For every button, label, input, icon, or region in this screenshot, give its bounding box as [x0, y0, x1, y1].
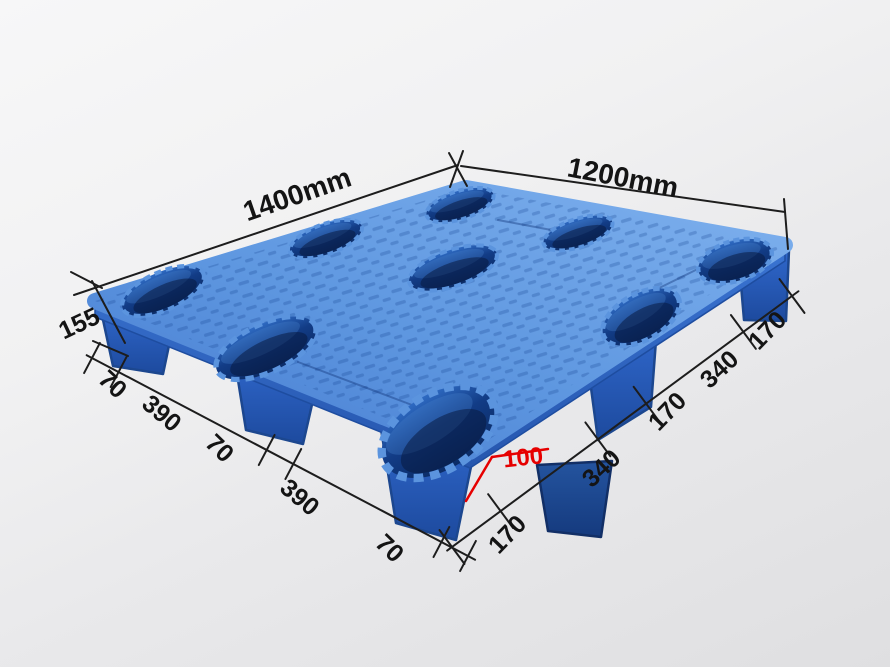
pallet-holes [119, 185, 775, 483]
witness-155-top [70, 271, 103, 289]
chain-right-1200-side-tick [438, 529, 466, 565]
dimension-label: 170 [483, 510, 532, 559]
chain-left-1400-side-tick [459, 539, 477, 573]
chain-right-1200-side [446, 290, 800, 552]
dimension-label: 1400mm [239, 161, 355, 227]
chain-right-1200-side-tick [487, 493, 515, 530]
hole-scalloped-rim [600, 285, 682, 349]
chain-left-1400-side-tick [257, 433, 276, 467]
pallet-deck-texture [95, 188, 785, 452]
chain-left-1400-side-tick [109, 355, 128, 389]
pallet-hole [695, 236, 775, 286]
witness-top-a [448, 152, 468, 187]
red-leader-line [490, 447, 550, 459]
hole-shadow [230, 332, 308, 377]
dimension-label: 390 [137, 389, 187, 437]
pallet-hole [287, 217, 365, 261]
foot-center [535, 459, 614, 539]
dim-line-1200 [460, 165, 786, 213]
chain-right-1200-side-tick [778, 278, 806, 314]
pallet-hole [377, 381, 499, 483]
hole-shadow [435, 197, 488, 221]
hole-shadow [400, 408, 487, 474]
dimension-label: 100 [502, 442, 545, 473]
hole-scalloped-rim [377, 381, 499, 483]
dim-line-1400 [73, 164, 459, 296]
pallet-hole [600, 285, 682, 349]
hole-scalloped-rim [424, 185, 496, 225]
chain-left-1400-side-tick [83, 341, 101, 375]
dimension-label: 1200mm [565, 151, 681, 203]
dim-line-155 [91, 280, 126, 344]
chain-right-1200-side-tick [584, 421, 612, 458]
chain-right-1200-side-tick [632, 385, 660, 422]
chain-right-1200-side-tick [729, 313, 757, 350]
hole-scalloped-rim [287, 217, 365, 261]
dimension-label: 70 [200, 429, 239, 468]
hole-scalloped-rim [695, 236, 775, 286]
hole-shadow [420, 257, 489, 289]
pallet-hole [541, 213, 615, 253]
hole-shadow [133, 278, 197, 314]
hole-shadow [708, 251, 766, 281]
pallet-hole [119, 263, 207, 319]
red-leader-line [464, 455, 494, 503]
hole-shadow [614, 302, 674, 343]
hole-scalloped-rim [541, 213, 615, 253]
hole-scalloped-rim [213, 313, 319, 383]
witness-right [783, 198, 789, 250]
chain-left-1400-side [85, 354, 477, 561]
dimension-label: 70 [93, 365, 132, 404]
pallet-hole [407, 243, 499, 293]
hole-scalloped-rim [407, 243, 499, 293]
hole-shadow [299, 229, 356, 257]
dimension-label: 70 [370, 529, 409, 568]
hole-shadow [552, 224, 607, 249]
dimension-layer [70, 150, 806, 573]
pallet-hole [424, 185, 496, 225]
red-annotation [464, 447, 550, 503]
pallet-hole [213, 313, 319, 383]
deck-groove [297, 361, 421, 409]
hole-scalloped-rim [119, 263, 207, 319]
dimension-label: 340 [695, 345, 745, 394]
witness-top-b [449, 150, 464, 188]
chain-left-1400-side-tick [284, 447, 303, 481]
chain-left-1400-side-tick [432, 525, 451, 559]
dimension-label: 390 [275, 473, 325, 521]
